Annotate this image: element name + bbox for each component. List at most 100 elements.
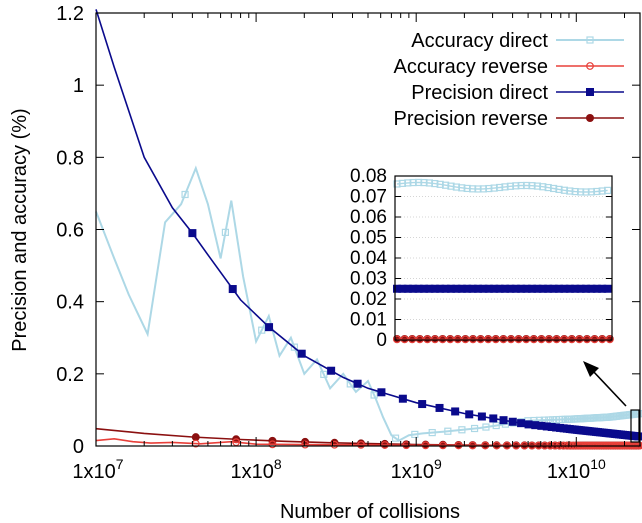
data-point <box>353 379 362 388</box>
inset-data-point <box>499 335 508 344</box>
data-point <box>320 370 328 379</box>
inset-data-point <box>447 284 455 293</box>
data-point <box>327 366 336 375</box>
data-point <box>297 349 306 358</box>
y-tick-label: 0.4 <box>56 292 84 314</box>
inset-data-point <box>590 335 599 344</box>
legend-label: Precision reverse <box>393 108 548 130</box>
inset-data-point <box>393 180 401 188</box>
data-point <box>181 190 189 199</box>
inset-y-tick-label: 0.04 <box>350 248 387 269</box>
data-point <box>290 343 298 351</box>
data-point <box>301 440 310 449</box>
inset-data-point <box>484 284 493 293</box>
inset-series-accuracy-direct <box>393 178 612 196</box>
inset-data-point <box>565 284 574 293</box>
series-markers <box>181 190 642 442</box>
zoom-arrow <box>591 369 627 407</box>
inset-y-tick-label: 0.02 <box>350 289 387 310</box>
inset-data-point <box>442 181 450 189</box>
series-markers <box>191 433 642 450</box>
inset-data-point <box>598 187 606 195</box>
inset-y-tick-label: 0.06 <box>350 207 387 228</box>
inset-data-point <box>469 185 477 193</box>
inset-data-point <box>457 284 466 293</box>
data-point <box>330 440 339 449</box>
inset-data-point <box>461 335 470 344</box>
legend-entry: Accuracy direct <box>411 30 624 52</box>
y-tick-label: 0 <box>73 436 84 458</box>
data-point <box>470 424 479 433</box>
data-point <box>492 421 500 430</box>
inset-data-point <box>393 335 401 344</box>
inset-data-point <box>484 335 493 344</box>
inset-data-point <box>423 335 432 344</box>
inset-data-point <box>560 186 569 194</box>
data-point <box>444 427 452 435</box>
inset-frame <box>394 175 613 341</box>
series-markers <box>188 229 642 441</box>
data-point <box>508 417 517 426</box>
inset-data-point <box>393 284 401 293</box>
data-point <box>357 440 365 449</box>
data-point <box>531 421 540 430</box>
data-point <box>258 326 266 334</box>
zoom-box <box>630 409 640 443</box>
inset-data-point <box>583 335 591 344</box>
inset-data-point <box>468 284 477 293</box>
inset-data-point <box>430 284 439 293</box>
inset-data-point <box>522 335 531 344</box>
data-point <box>421 441 430 450</box>
data-point <box>489 414 498 423</box>
y-axis-label: Precision and accuracy (%) <box>9 108 31 351</box>
data-point <box>380 441 389 449</box>
data-point <box>465 410 474 419</box>
inset-chart: 00.010.020.030.040.050.060.070.08 <box>335 166 640 443</box>
inset-data-point <box>425 179 433 187</box>
legend-label: Accuracy reverse <box>394 56 549 78</box>
inset-data-point <box>552 335 561 344</box>
inset-data-point <box>571 187 579 196</box>
data-point <box>634 432 642 441</box>
inset-data-point <box>400 335 409 344</box>
inset-data-point <box>398 179 406 187</box>
inset-data-point <box>436 180 444 188</box>
data-point <box>439 441 447 450</box>
data-point <box>428 428 436 437</box>
data-point <box>477 412 486 421</box>
legend-label: Precision direct <box>411 82 548 104</box>
data-point <box>228 285 237 294</box>
inset-data-point <box>592 284 601 293</box>
x-tick-label: 1x1010 <box>547 456 606 483</box>
legend-entry: Precision reverse <box>393 108 624 130</box>
data-point <box>411 430 419 439</box>
inset-data-point <box>495 284 504 293</box>
inset-data-point <box>575 335 584 344</box>
inset-data-point <box>560 284 569 293</box>
inset-series-precision-direct <box>393 284 612 293</box>
data-point <box>188 229 197 238</box>
inset-data-point <box>453 335 462 344</box>
inset-y-tick-label: 0 <box>376 330 387 351</box>
inset-data-point <box>555 284 563 293</box>
inset-data-point <box>598 335 607 344</box>
inset-data-point <box>533 284 542 293</box>
inset-data-point <box>560 335 569 344</box>
data-point <box>391 434 400 442</box>
inset-data-point <box>415 178 423 187</box>
zoom-arrowhead <box>583 361 599 377</box>
inset-data-point <box>517 284 526 293</box>
axes: 0 0.2 0.4 0.6 0.8 1 1.2 1x107 1x108 1x109 1x1010 <box>56 3 641 483</box>
legend-marker <box>586 114 594 122</box>
inset-data-point <box>469 335 477 344</box>
inset-data-point <box>506 182 514 190</box>
data-point <box>542 422 551 431</box>
legend-label: Accuracy direct <box>411 30 548 52</box>
inset-data-point <box>533 182 542 190</box>
inset-data-point <box>408 335 417 344</box>
legend-marker <box>586 36 594 44</box>
inset-data-point <box>544 183 552 192</box>
inset-data-point <box>511 284 520 293</box>
x-tick-label: 1x108 <box>231 456 282 483</box>
